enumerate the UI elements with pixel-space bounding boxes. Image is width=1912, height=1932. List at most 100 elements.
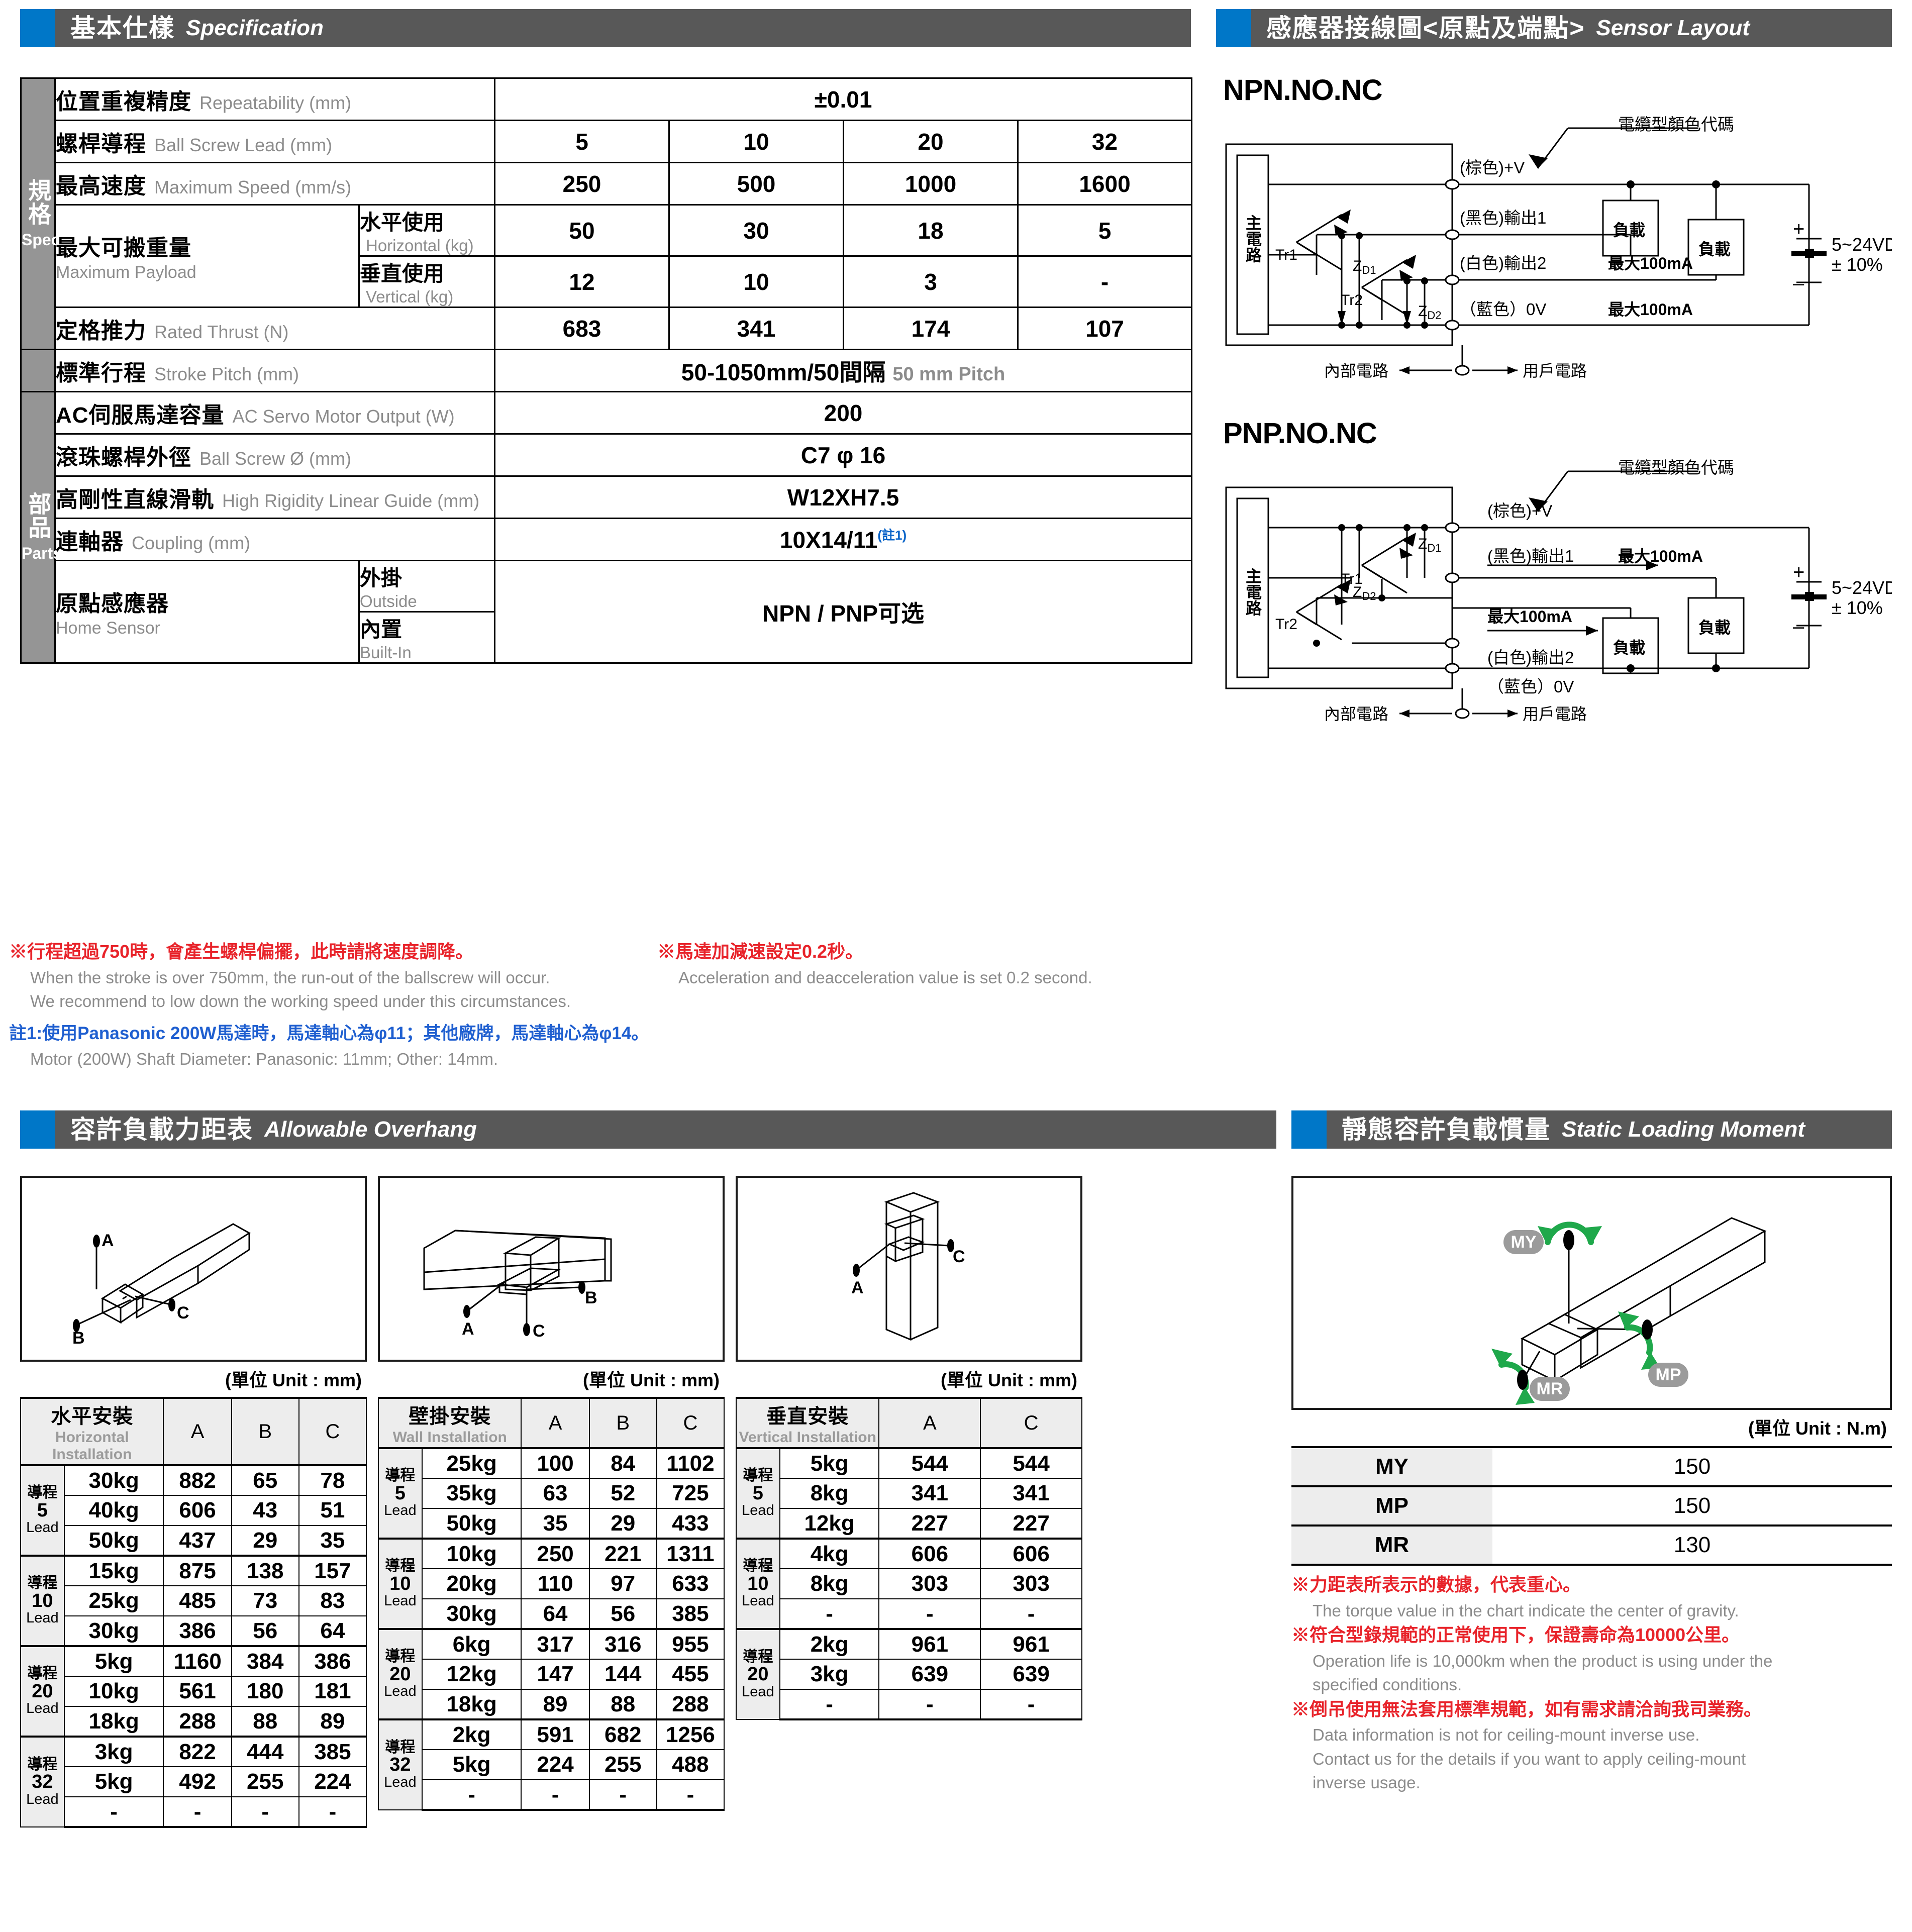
sublabel-en: Outside [360, 592, 417, 611]
cell-C: 386 [298, 1645, 367, 1677]
category-spec-cn: 規格 [25, 178, 52, 226]
cell-C: 78 [298, 1464, 367, 1496]
label-en: Maximum Speed (mm/s) [154, 176, 352, 197]
npn-zd1-label: ZD1 [1353, 258, 1376, 276]
cell-A: 317 [521, 1628, 590, 1660]
cell-A: 63 [521, 1478, 590, 1509]
cell-A: 639 [878, 1659, 981, 1690]
moment-value-mp: 150 [1492, 1485, 1892, 1527]
value-lead-2: 20 [843, 120, 1019, 163]
sub-label-horizontal: 水平使用 Horizontal (kg) [358, 204, 495, 257]
table-row: 8kg 341 341 [736, 1478, 1082, 1509]
note-stroke-warning-cn: ※行程超過750時，會產生螺桿偏擺，此時請將速度調降。 [9, 941, 474, 962]
table-row: 35kg 63 52 725 [378, 1478, 725, 1509]
table-row: 8kg 303 303 [736, 1568, 1082, 1599]
row-label-ballscrew: 滾珠螺桿外徑 Ball Screw Ø (mm) [54, 433, 495, 477]
table-row-lead: 螺桿導程 Ball Screw Lead (mm) 5 10 20 32 [21, 120, 1193, 163]
label-cn: AC伺服馬達容量 [56, 402, 225, 428]
npn-tr2-label: Tr2 [1341, 292, 1363, 309]
table-row-motor: 部品 Parts AC伺服馬達容量 AC Servo Motor Output (… [20, 391, 1193, 664]
cell-A: 591 [521, 1718, 590, 1750]
category-spec-en: Spec [22, 231, 60, 249]
moment-value-mr: 130 [1492, 1524, 1892, 1566]
label-cn: 連軸器 [56, 529, 124, 554]
cell-B: 255 [588, 1749, 657, 1780]
static-note-1-en: The torque value in the chart indicate t… [1313, 1601, 1739, 1620]
cell-C: 639 [980, 1659, 1082, 1690]
pnp-black-label: (黑色)輸出1 [1487, 547, 1574, 565]
cell-A: - [163, 1796, 232, 1828]
payload-value: 3kg [63, 1736, 164, 1767]
static-note-3-en-1: Data information is not for ceiling-moun… [1313, 1725, 1700, 1745]
column-header-A: A [163, 1397, 232, 1466]
table-row: - - - - [21, 1796, 367, 1828]
pnp-white-label: (白色)輸出2 [1487, 648, 1574, 667]
cell-C: 544 [980, 1447, 1082, 1479]
static-note-1-cn: ※力距表所表示的數據，代表重心。 [1291, 1574, 1581, 1595]
lead-group-5: 導程 5 Lead [736, 1447, 780, 1539]
table-vertical-installation: 垂直安裝 Vertical Installation A C 導程 5 Lead [735, 1397, 1082, 1720]
label-cn: 最大可搬重量 [56, 236, 191, 260]
pnp-circuit-diagram: 主電路 電纜型顏色代碼 (棕色)+V (黑色)輸出1 (白色)輸出2 （藍色）0… [1225, 458, 1892, 723]
allowable-overhang-section: 容許負載力距表 Allowable Overhang [20, 1110, 1276, 1828]
payload-value: 30kg [421, 1598, 522, 1630]
table-row: 導程 5 Lead 30kg 882 65 78 [20, 1464, 367, 1556]
label-cn: 標準行程 [56, 360, 146, 385]
lead-num: 5 [394, 1482, 406, 1504]
wall-axis-diagram: A B C [423, 1230, 612, 1341]
lead-group-32: 導程 32 Lead [378, 1718, 423, 1810]
cell-C: 288 [656, 1689, 725, 1720]
payload-value: 30kg [63, 1464, 164, 1496]
lead-cn: 導程 [385, 1467, 416, 1484]
header-accent-bar [20, 1110, 55, 1149]
cell-A: 606 [878, 1538, 981, 1569]
cell-B: 144 [588, 1659, 657, 1690]
sensor-layout-section: 感應器接線圖<原點及端點> Sensor Layout NPN.NO.NC [1216, 9, 1892, 734]
label-cn: 最高速度 [56, 173, 146, 198]
value-speed-2: 1000 [843, 162, 1019, 206]
cell-A: 224 [521, 1749, 590, 1780]
cell-A: 485 [163, 1585, 232, 1616]
lead-group-10: 導程 10 Lead [736, 1538, 780, 1630]
cell-A: 110 [521, 1568, 590, 1599]
sensor-title-cn: 感應器接線圖<原點及端點> [1266, 14, 1585, 42]
cell-B: 52 [588, 1478, 657, 1509]
npn-white-label: (白色)輸出2 [1460, 254, 1546, 272]
title-cn: 壁掛安裝 [409, 1405, 491, 1428]
cell-B: 88 [588, 1689, 657, 1720]
badge-MP [1648, 1363, 1688, 1387]
value-stroke-cn: 50-1050mm/50間隔 [681, 359, 886, 385]
note-accel-en: Acceleration and deacceleration value is… [678, 968, 1092, 987]
table-row: 18kg 288 88 89 [21, 1706, 367, 1737]
table-header-row: 水平安裝 Horizontal Installation A B C [20, 1397, 367, 1466]
lead-en: Lead [742, 1502, 774, 1519]
table-row: - - - - [378, 1779, 725, 1811]
table-title-wall: 壁掛安裝 Wall Installation [377, 1397, 522, 1449]
lead-en: Lead [742, 1593, 774, 1609]
label-cn: 定格推力 [56, 318, 146, 343]
footnote-marker: (註1) [877, 528, 907, 543]
value-stroke: 50-1050mm/50間隔 50 mm Pitch [493, 349, 1193, 392]
table-row-home-sensor-outside: 原點感應器 Home Sensor 外掛 Outside NPN / PNP可选 [21, 560, 1193, 664]
table-row: 5kg 224 255 488 [378, 1749, 725, 1780]
specification-header: 基本仕樣 Specification [20, 9, 1191, 47]
npn-cable-code-label: 電纜型顏色代碼 [1618, 115, 1734, 134]
cell-A: 386 [163, 1615, 232, 1647]
npn-user-label: 用戶電路 [1523, 362, 1587, 380]
pnp-load2-label: 負載 [1613, 639, 1645, 657]
cell-C: 83 [298, 1585, 367, 1616]
sensor-title-en: Sensor Layout [1596, 16, 1750, 40]
cell-C: - [298, 1796, 367, 1828]
npn-plus-sign: + [1793, 218, 1804, 240]
label-en: Stroke Pitch (mm) [154, 363, 299, 384]
static-note-3-en-3: inverse usage. [1313, 1773, 1421, 1792]
npn-zd2-label: ZD2 [1418, 303, 1441, 322]
pnp-main-circuit-label: 主電路 [1244, 568, 1262, 616]
lead-num: 10 [32, 1590, 53, 1611]
value-lead-3: 32 [1017, 120, 1193, 163]
lead-en: Lead [384, 1502, 417, 1519]
label-en: Home Sensor [56, 619, 160, 638]
payload-value: 40kg [63, 1495, 164, 1526]
cell-A: 341 [878, 1478, 981, 1509]
sublabel-en: Vertical (kg) [366, 287, 454, 306]
